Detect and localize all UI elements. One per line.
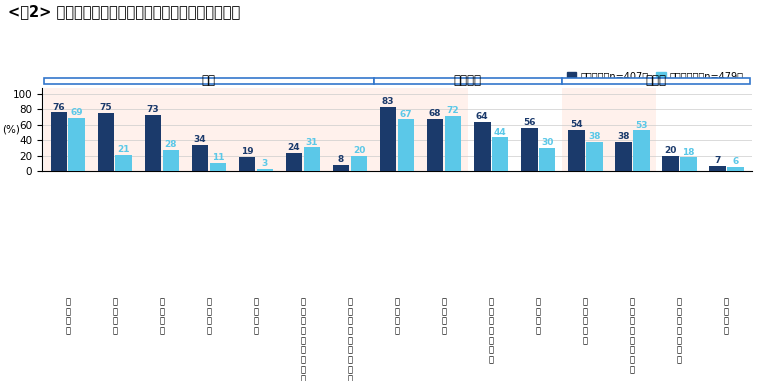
Bar xyxy=(380,107,397,171)
Bar xyxy=(445,115,461,171)
Bar xyxy=(709,166,726,171)
Text: 生
活
手
当: 生 活 手 当 xyxy=(253,297,258,335)
Bar xyxy=(304,147,320,171)
Text: 6: 6 xyxy=(733,157,739,166)
Text: 皆
勤
手
当: 皆 勤 手 当 xyxy=(160,297,164,335)
Bar xyxy=(97,113,114,171)
Text: 3: 3 xyxy=(261,159,268,168)
Bar xyxy=(239,157,255,171)
Text: 34: 34 xyxy=(194,135,206,144)
Bar xyxy=(616,142,632,171)
Text: 28: 28 xyxy=(164,140,177,149)
Text: 11: 11 xyxy=(211,153,224,162)
Text: 69: 69 xyxy=(71,108,83,117)
Text: 83: 83 xyxy=(382,97,394,106)
Bar xyxy=(586,142,603,171)
Text: 64: 64 xyxy=(476,112,489,121)
Bar xyxy=(397,120,414,171)
Text: 30: 30 xyxy=(541,138,553,147)
Legend: 製造業　（n=407）, 非製造業　（n=479）: 製造業 （n=407）, 非製造業 （n=479） xyxy=(562,67,748,85)
Text: 73: 73 xyxy=(147,105,159,114)
FancyBboxPatch shape xyxy=(44,78,374,84)
Text: 海
外
研
修: 海 外 研 修 xyxy=(724,297,729,335)
Bar xyxy=(163,150,179,171)
Text: 社
員
旅
行: 社 員 旅 行 xyxy=(536,297,541,335)
Bar xyxy=(144,115,161,171)
Text: 75: 75 xyxy=(100,104,112,112)
Bar xyxy=(192,145,208,171)
Text: 制
退
職
金
積
み
立
て: 制 退 職 金 積 み 立 て xyxy=(630,297,635,374)
Text: 31: 31 xyxy=(306,138,318,147)
Text: 7: 7 xyxy=(714,156,720,165)
Text: 72: 72 xyxy=(447,106,459,115)
Text: 24: 24 xyxy=(288,143,300,152)
Text: 20: 20 xyxy=(353,146,365,155)
Bar xyxy=(286,153,302,171)
Text: 福利厚生: 福利厚生 xyxy=(454,74,482,87)
Bar xyxy=(257,169,273,171)
Text: （
イ
ン
セ
ン
テ
ィ
ブ
）
営
業
手
当: （ イ ン セ ン テ ィ ブ ） 営 業 手 当 xyxy=(347,297,353,381)
Bar xyxy=(727,167,744,171)
Text: 19: 19 xyxy=(241,147,253,156)
Text: 68: 68 xyxy=(429,109,442,118)
Text: その他: その他 xyxy=(645,74,667,87)
Text: 慶
弔
見
舞
金: 慶 弔 見 舞 金 xyxy=(583,297,587,345)
Bar xyxy=(210,163,226,171)
Bar xyxy=(539,148,556,171)
Bar xyxy=(50,112,67,171)
Text: メ
ン
テ
ナ
ン
ス
（
カ
ニ
ズ
ム
代
）: メ ン テ ナ ン ス （ カ ニ ズ ム 代 ） xyxy=(300,297,306,381)
Text: 20: 20 xyxy=(664,146,676,155)
Text: 38: 38 xyxy=(617,132,630,141)
Text: 76: 76 xyxy=(52,103,65,112)
Bar xyxy=(351,156,367,171)
Text: 医
療
保
険
／
補
助: 医 療 保 険 ／ 補 助 xyxy=(489,297,494,364)
Text: 67: 67 xyxy=(400,110,413,118)
Bar xyxy=(333,165,350,171)
Bar xyxy=(427,118,443,171)
Bar xyxy=(44,88,374,171)
Text: 21: 21 xyxy=(118,146,130,154)
Bar xyxy=(474,122,490,171)
Bar xyxy=(116,155,132,171)
Bar xyxy=(562,88,656,171)
Bar xyxy=(568,130,584,171)
Text: 18: 18 xyxy=(682,148,695,157)
Bar xyxy=(68,118,85,171)
Text: 44: 44 xyxy=(494,128,506,136)
Bar xyxy=(662,156,679,171)
Bar xyxy=(680,157,697,171)
Bar xyxy=(633,130,650,171)
Bar xyxy=(374,88,467,171)
FancyBboxPatch shape xyxy=(374,78,562,84)
FancyBboxPatch shape xyxy=(562,78,750,84)
Text: 53: 53 xyxy=(635,120,648,130)
Text: 食
事
手
当: 食 事 手 当 xyxy=(112,297,117,335)
Text: <図2> 在タイ日系企業が導入している手当・福利厚生: <図2> 在タイ日系企業が導入している手当・福利厚生 xyxy=(8,4,240,19)
Text: 健
康
診
断: 健 康 診 断 xyxy=(442,297,447,335)
Bar xyxy=(521,128,537,171)
Text: 住
宅
手
当: 住 宅 手 当 xyxy=(207,297,211,335)
Text: 営
業
手
当: 営 業 手 当 xyxy=(394,297,400,335)
Text: 通
勤
手
当: 通 勤 手 当 xyxy=(65,297,70,335)
Text: 54: 54 xyxy=(570,120,583,129)
Bar xyxy=(492,137,508,171)
Text: 56: 56 xyxy=(523,118,536,127)
Text: 38: 38 xyxy=(588,132,600,141)
Text: 手当: 手当 xyxy=(202,74,216,87)
Y-axis label: (%): (%) xyxy=(2,125,20,134)
Text: 電
話
携
帯
／
支
給: 電 話 携 帯 ／ 支 給 xyxy=(677,297,682,364)
Text: 8: 8 xyxy=(338,155,344,165)
